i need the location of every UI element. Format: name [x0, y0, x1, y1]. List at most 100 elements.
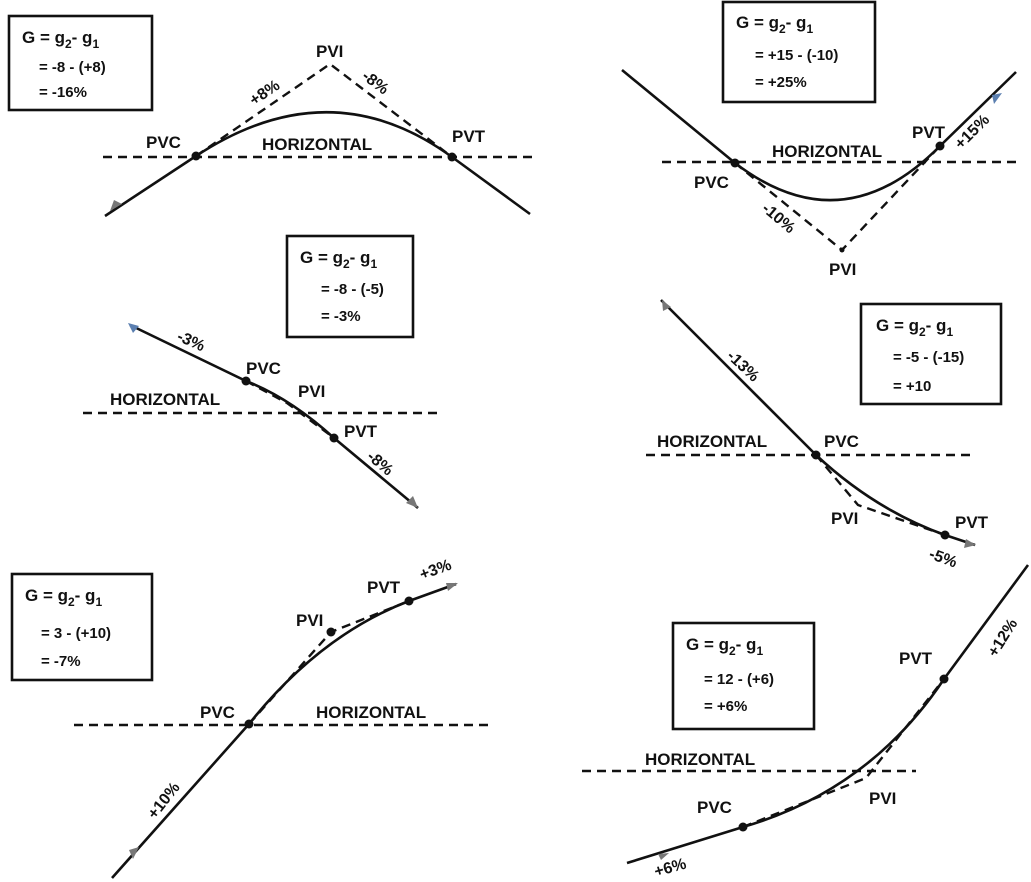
vertical-curve: [245, 379, 335, 439]
grade-out-label: -5%: [927, 546, 960, 572]
diagram-upgrade-sag-curve: PVC PVI PVT HORIZONTAL +6% +12% G = g2- …: [582, 564, 1030, 881]
horizontal-label: HORIZONTAL: [316, 703, 426, 722]
equation-title: G = g2- g1: [876, 316, 953, 339]
direction-arrow-icon: [128, 323, 139, 333]
diagram-sag-curve: PVC PVI PVT HORIZONTAL -10% +15% G = g2-…: [621, 0, 1022, 279]
direction-arrow-icon: [992, 93, 1002, 104]
equation-title: G = g2- g1: [25, 586, 102, 609]
pvc-point: [811, 450, 821, 460]
direction-arrow-icon: [406, 496, 418, 508]
grade-in-label: +6%: [652, 856, 688, 881]
horizontal-label: HORIZONTAL: [772, 142, 882, 161]
pvc-point: [244, 719, 254, 729]
horizontal-label: HORIZONTAL: [657, 432, 767, 451]
pvi-label: PVI: [869, 789, 896, 808]
pvi-label: PVI: [831, 509, 858, 528]
vertical-curve: [734, 145, 941, 202]
diagram-upgrade-crest-curve: PVC PVI PVT HORIZONTAL +10% +3% G = g2- …: [10, 557, 488, 879]
equation-title: G = g2- g1: [736, 13, 813, 36]
direction-arrow-icon: [662, 300, 671, 311]
pvi-point: [839, 247, 845, 253]
equation-line-2: = +15 - (-10): [755, 47, 838, 64]
pvt-point: [447, 152, 457, 162]
pvi-tangent-lines: [815, 454, 946, 537]
direction-arrow-icon: [110, 200, 122, 211]
incoming-grade-line: [626, 825, 744, 865]
vertical-curve: [247, 599, 410, 725]
pvc-point: [241, 376, 251, 386]
pvt-label: PVT: [367, 578, 401, 597]
equation-box: G = g2- g1 = +15 - (-10) = +25%: [721, 0, 877, 104]
pvi-label: PVI: [296, 611, 323, 630]
grade-in-label: -3%: [174, 328, 207, 355]
pvt-point: [329, 433, 339, 443]
vertical-curve: [815, 454, 946, 537]
outgoing-grade-line: [333, 437, 419, 509]
horizontal-label: HORIZONTAL: [262, 135, 372, 154]
grade-in-label: +8%: [247, 77, 283, 109]
pvt-point: [935, 141, 945, 151]
equation-line-3: = -16%: [39, 84, 87, 101]
grade-out-label: -8%: [359, 68, 392, 99]
equation-box: G = g2- g1 = 3 - (+10) = -7%: [10, 572, 154, 682]
pvi-label: PVI: [829, 260, 856, 279]
equation-line-3: = +6%: [704, 698, 747, 715]
pvt-label: PVT: [899, 649, 933, 668]
pvt-point: [939, 674, 949, 684]
vertical-curve: [195, 110, 453, 159]
equation-title: G = g2- g1: [300, 248, 377, 271]
equation-line-3: = +25%: [755, 74, 807, 91]
diagram-downgrade-curve-right: PVC PVI PVT HORIZONTAL -13% -5% G = g2- …: [646, 299, 1003, 572]
incoming-grade-line: [129, 323, 247, 383]
equation-title: G = g2- g1: [686, 635, 763, 658]
direction-arrow-icon: [446, 583, 458, 591]
pvt-point: [940, 530, 950, 540]
pvc-label: PVC: [200, 703, 235, 722]
pvc-label: PVC: [824, 432, 859, 451]
equation-box: G = g2- g1 = 12 - (+6) = +6%: [671, 621, 816, 731]
pvc-label: PVC: [694, 173, 729, 192]
grade-out-label: +3%: [418, 557, 454, 584]
incoming-grade-line: [104, 154, 197, 218]
equation-line-2: = -8 - (-5): [321, 281, 384, 298]
pvi-label: PVI: [316, 42, 343, 61]
horizontal-label: HORIZONTAL: [110, 390, 220, 409]
grade-in-label: -10%: [758, 200, 798, 237]
equation-line-2: = -8 - (+8): [39, 59, 106, 76]
outgoing-grade-line: [942, 564, 1030, 680]
equation-line-2: = 12 - (+6): [704, 671, 774, 688]
pvt-label: PVT: [452, 127, 486, 146]
direction-arrow-icon: [658, 853, 669, 860]
equation-title: G = g2- g1: [22, 28, 99, 51]
vertical-curve: [742, 678, 946, 829]
grade-out-label: -8%: [363, 448, 396, 479]
equation-line-2: = 3 - (+10): [41, 625, 111, 642]
pvc-label: PVC: [146, 133, 181, 152]
diagram-crest-curve: PVC PVI PVT HORIZONTAL +8% -8% G = g2- g…: [7, 14, 537, 218]
pvt-label: PVT: [912, 123, 946, 142]
equation-box: G = g2- g1 = -8 - (-5) = -3%: [285, 234, 415, 339]
incoming-grade-line: [621, 68, 736, 165]
direction-arrow-icon: [964, 539, 976, 548]
pvc-label: PVC: [246, 359, 281, 378]
grade-out-label: +12%: [985, 616, 1021, 660]
horizontal-label: HORIZONTAL: [645, 750, 755, 769]
pvc-point: [738, 822, 748, 832]
equation-box: G = g2- g1 = -8 - (+8) = -16%: [7, 14, 154, 112]
equation-line-2: = -5 - (-15): [893, 349, 964, 366]
grade-in-label: +10%: [145, 779, 184, 822]
equation-box: G = g2- g1 = -5 - (-15) = +10: [859, 302, 1003, 406]
pvi-point: [326, 627, 336, 637]
diagram-downgrade-curve-left: PVC PVI PVT HORIZONTAL -3% -8% G = g2- g…: [83, 234, 440, 509]
grade-out-label: +15%: [952, 112, 993, 153]
equation-line-3: = -7%: [41, 653, 81, 670]
incoming-grade-line: [660, 299, 817, 456]
pvt-point: [404, 596, 414, 606]
pvc-point: [191, 151, 201, 161]
pvc-label: PVC: [697, 798, 732, 817]
pvt-label: PVT: [955, 513, 989, 532]
direction-arrow-icon: [129, 847, 139, 859]
outgoing-grade-line: [451, 155, 531, 216]
pvc-point: [730, 158, 740, 168]
